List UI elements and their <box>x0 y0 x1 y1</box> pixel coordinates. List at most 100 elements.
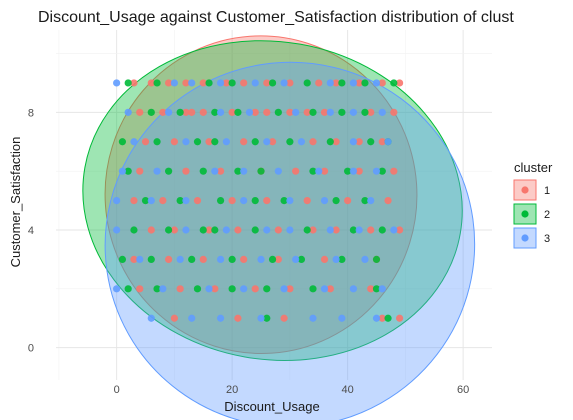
point-cluster-1 <box>234 314 242 322</box>
point-cluster-2 <box>147 255 155 264</box>
point-cluster-1 <box>378 79 386 87</box>
y-axis-title: Customer_Satisfaction <box>8 137 23 268</box>
point-cluster-3 <box>130 138 138 146</box>
point-cluster-2 <box>124 79 132 87</box>
point-cluster-1 <box>199 255 207 264</box>
point-cluster-1 <box>263 196 271 205</box>
point-cluster-1 <box>205 138 213 146</box>
cluster-ellipse-3 <box>104 61 476 420</box>
point-cluster-2 <box>228 79 236 87</box>
point-cluster-1 <box>303 196 311 205</box>
point-cluster-3 <box>136 255 144 264</box>
point-cluster-3 <box>188 314 196 322</box>
cluster-ellipses <box>82 35 476 420</box>
point-cluster-3 <box>216 79 225 87</box>
point-cluster-2 <box>205 79 213 87</box>
point-cluster-2 <box>234 108 242 116</box>
point-cluster-1 <box>344 196 352 205</box>
point-cluster-2 <box>165 226 173 234</box>
point-cluster-1 <box>263 79 271 87</box>
point-cluster-3 <box>188 79 196 87</box>
point-cluster-1 <box>136 167 144 175</box>
point-cluster-3 <box>315 167 323 175</box>
point-cluster-1 <box>141 138 150 146</box>
point-cluster-2 <box>286 138 294 146</box>
point-cluster-1 <box>355 138 363 146</box>
point-cluster-3 <box>165 108 173 116</box>
point-cluster-1 <box>234 226 242 234</box>
point-cluster-2 <box>199 167 207 175</box>
point-cluster-2 <box>165 167 173 175</box>
point-cluster-3 <box>378 108 386 116</box>
point-cluster-3 <box>372 314 381 322</box>
point-cluster-2 <box>141 196 150 205</box>
x-tick-label: 60 <box>457 384 469 396</box>
y-axis-ticks: 0 4 8 <box>28 107 34 354</box>
point-cluster-1 <box>240 255 248 264</box>
point-cluster-2 <box>257 167 265 175</box>
point-cluster-2 <box>274 108 282 116</box>
point-cluster-1 <box>176 285 184 293</box>
point-cluster-1 <box>188 108 196 116</box>
point-cluster-3 <box>182 196 190 205</box>
point-cluster-1 <box>211 285 219 293</box>
point-cluster-3 <box>159 285 167 293</box>
point-cluster-1 <box>130 79 138 87</box>
point-cluster-2 <box>211 108 219 116</box>
point-cluster-2 <box>344 167 352 175</box>
point-cluster-3 <box>176 255 184 264</box>
point-cluster-1 <box>159 108 167 116</box>
point-cluster-2 <box>211 138 219 146</box>
point-cluster-2 <box>193 285 202 293</box>
point-cluster-3 <box>286 226 294 234</box>
point-cluster-3 <box>332 255 340 264</box>
point-cluster-1 <box>130 196 138 205</box>
point-cluster-1 <box>274 255 282 264</box>
y-tick-label: 4 <box>28 225 34 237</box>
point-cluster-1 <box>320 255 329 264</box>
point-cluster-3 <box>292 108 300 116</box>
point-cluster-1 <box>390 167 398 175</box>
point-cluster-1 <box>315 79 323 87</box>
point-cluster-3 <box>245 108 254 116</box>
point-cluster-2 <box>153 285 161 293</box>
point-cluster-3 <box>182 226 190 234</box>
point-cluster-2 <box>153 79 161 87</box>
point-cluster-2 <box>228 285 236 293</box>
point-cluster-1 <box>228 108 236 116</box>
point-cluster-3 <box>205 285 213 293</box>
legend-label-2: 2 <box>544 209 550 221</box>
point-cluster-1 <box>274 226 282 234</box>
point-cluster-3 <box>263 138 271 146</box>
point-cluster-1 <box>367 285 375 293</box>
point-cluster-3 <box>326 226 334 234</box>
point-cluster-1 <box>367 226 375 234</box>
point-cluster-3 <box>286 196 294 205</box>
point-cluster-1 <box>165 79 173 87</box>
point-cluster-1 <box>332 226 340 234</box>
point-cluster-3 <box>372 79 381 87</box>
point-cluster-3 <box>361 255 369 264</box>
x-tick-label: 40 <box>342 384 354 396</box>
point-cluster-2 <box>372 285 381 293</box>
point-cluster-3 <box>118 167 127 175</box>
y-tick-label: 0 <box>28 343 34 355</box>
x-tick-label: 0 <box>114 384 120 396</box>
point-cluster-1 <box>240 138 248 146</box>
point-cluster-3 <box>292 255 300 264</box>
point-cluster-3 <box>113 285 121 293</box>
point-cluster-1 <box>320 108 329 116</box>
point-cluster-2 <box>199 226 207 234</box>
point-cluster-2 <box>384 314 392 322</box>
legend-point-1 <box>521 186 529 194</box>
point-cluster-3 <box>263 226 271 234</box>
point-cluster-1 <box>136 108 144 116</box>
point-cluster-2 <box>188 255 196 264</box>
point-cluster-1 <box>170 226 178 234</box>
point-cluster-1 <box>199 108 207 116</box>
point-cluster-1 <box>309 226 317 234</box>
point-cluster-2 <box>251 138 259 146</box>
point-cluster-1 <box>309 138 317 146</box>
point-cluster-3 <box>222 138 230 146</box>
point-cluster-2 <box>228 255 236 264</box>
